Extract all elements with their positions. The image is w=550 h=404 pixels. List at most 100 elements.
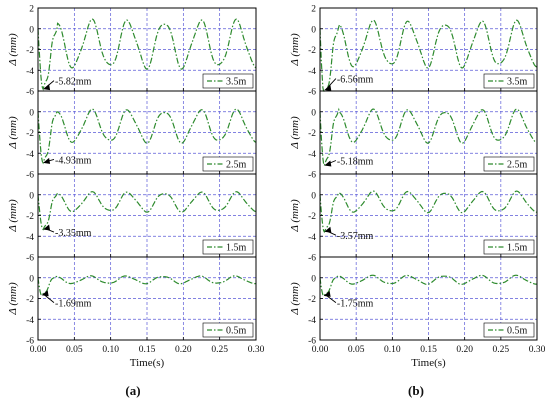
annotation-label: -4.93mm	[55, 155, 92, 166]
subplot-0.5m: 0 -2 -4 -6 Δ (mm) -1.69mm 0.5m	[7, 256, 257, 347]
panels-layer: 2 0 -2 -4 -6 Δ (mm) -5.82mm 3.5m 0 -2 -4 -6 Δ (mm) -4…	[7, 5, 546, 370]
x-tick-label: 0.00	[312, 345, 329, 355]
legend-label: 3.5m	[507, 77, 528, 88]
y-tick-label: 2	[29, 5, 34, 15]
y-axis-label: Δ (mm)	[289, 282, 301, 316]
x-tick-label: 0.10	[102, 345, 119, 355]
x-tick-label: 0.05	[66, 345, 83, 355]
legend: 3.5m	[483, 73, 535, 89]
y-tick-label: -6	[26, 254, 34, 264]
x-tick-label: 0.30	[529, 345, 546, 355]
annotation-arrowhead	[43, 224, 51, 231]
annotation-label: -1.69mm	[55, 299, 92, 310]
x-tick-label: 0.10	[384, 345, 401, 355]
panel-label-a: (a)	[125, 383, 140, 398]
annotation-arrowhead	[324, 160, 332, 167]
x-axis-label: Time(s)	[411, 357, 446, 369]
legend-label: 0.5m	[226, 326, 247, 337]
chart-panel-b: 2 0 -2 -4 -6 Δ (mm) -6.56mm 3.5m 0 -2 -4 -6 Δ (mm) -5…	[289, 5, 546, 370]
y-tick-label: -4	[26, 316, 34, 326]
series-line-0.5m	[37, 275, 257, 297]
subplot-1.5m: 0 -2 -4 -6 Δ (mm) -3.35mm 1.5m	[7, 173, 257, 264]
legend-label: 1.5m	[507, 243, 528, 254]
series-line-3.5m	[37, 18, 257, 91]
y-tick-label: -2	[26, 46, 34, 56]
x-tick-label: 0.25	[211, 345, 228, 355]
subplot-2.5m: 0 -2 -4 -6 Δ (mm) -5.18mm 2.5m	[289, 90, 538, 181]
subplot-0.5m: 0 -2 -4 -6 Δ (mm) -1.75mm 0.5m	[289, 256, 538, 347]
y-tick-label: -2	[308, 212, 316, 222]
annotation-arrowhead	[324, 84, 332, 91]
y-tick-label: 0	[29, 274, 34, 284]
y-tick-label: -4	[308, 150, 316, 160]
y-axis-label: Δ (mm)	[289, 116, 301, 150]
legend-label: 0.5m	[507, 326, 528, 337]
y-tick-label: 0	[311, 108, 316, 118]
legend: 1.5m	[483, 239, 535, 255]
y-axis-label: Δ (mm)	[289, 199, 301, 233]
x-tick-label: 0.20	[456, 345, 473, 355]
legend-box	[202, 73, 254, 89]
annotation-arrowhead	[323, 290, 331, 297]
y-tick-label: -2	[308, 46, 316, 56]
y-tick-label: -6	[308, 337, 316, 347]
legend-box	[202, 322, 254, 338]
y-tick-label: -2	[308, 129, 316, 139]
x-tick-label: 0.20	[175, 345, 192, 355]
subplot-3.5m: 2 0 -2 -4 -6 Δ (mm) -6.56mm 3.5m	[289, 5, 538, 98]
legend-box	[483, 156, 535, 172]
subplot-2.5m: 0 -2 -4 -6 Δ (mm) -4.93mm 2.5m	[7, 90, 257, 181]
x-tick-label: 0.30	[248, 345, 265, 355]
y-tick-label: -4	[308, 316, 316, 326]
y-tick-label: -4	[308, 67, 316, 77]
series-line-0.5m	[319, 274, 537, 297]
y-axis-label: Δ (mm)	[289, 33, 301, 67]
x-tick-label: 0.00	[30, 345, 47, 355]
legend: 2.5m	[483, 156, 535, 172]
annotation-label: -6.56mm	[337, 75, 374, 86]
series-line-1.5m	[319, 190, 537, 234]
annotation-arrowhead	[41, 290, 49, 297]
subplot-1.5m: 0 -2 -4 -6 Δ (mm) -3.57mm 1.5m	[289, 173, 538, 264]
y-axis-label: Δ (mm)	[7, 33, 19, 67]
y-tick-label: 0	[311, 25, 316, 35]
y-tick-label: 0	[29, 108, 34, 118]
y-tick-label: -6	[308, 254, 316, 264]
annotation-arrowhead	[43, 84, 51, 91]
annotation-label: -3.57mm	[337, 231, 374, 242]
x-tick-label: 0.15	[139, 345, 156, 355]
y-tick-label: -6	[26, 88, 34, 98]
annotation-label: -5.82mm	[55, 77, 92, 88]
x-tick-label: 0.05	[348, 345, 365, 355]
y-tick-label: 2	[311, 5, 316, 15]
legend: 2.5m	[202, 156, 254, 172]
y-tick-label: -2	[26, 212, 34, 222]
legend-label: 3.5m	[226, 77, 247, 88]
legend-box	[483, 73, 535, 89]
y-tick-label: -6	[26, 337, 34, 347]
y-tick-label: -6	[308, 171, 316, 181]
x-tick-label: 0.25	[493, 345, 510, 355]
legend-box	[202, 239, 254, 255]
chart-panel-a: 2 0 -2 -4 -6 Δ (mm) -5.82mm 3.5m 0 -2 -4 -6 Δ (mm) -4…	[7, 5, 265, 370]
y-tick-label: 0	[29, 191, 34, 201]
panel-label-b: (b)	[408, 383, 424, 398]
y-tick-label: 0	[29, 25, 34, 35]
legend: 3.5m	[202, 73, 254, 89]
y-axis-label: Δ (mm)	[7, 116, 19, 150]
series-line-2.5m	[319, 107, 538, 168]
annotation-arrowhead	[324, 226, 332, 233]
x-tick-label: 0.15	[420, 345, 437, 355]
legend-box	[202, 156, 254, 172]
y-tick-label: -4	[26, 233, 34, 243]
y-axis-label: Δ (mm)	[7, 282, 19, 316]
y-axis-label: Δ (mm)	[7, 199, 19, 233]
series-line-3.5m	[319, 19, 538, 92]
y-tick-label: -2	[26, 295, 34, 305]
legend: 0.5m	[202, 322, 254, 338]
subplot-3.5m: 2 0 -2 -4 -6 Δ (mm) -5.82mm 3.5m	[7, 5, 257, 98]
legend-box	[483, 322, 535, 338]
x-axis-label: Time(s)	[130, 357, 165, 369]
annotation-label: -3.35mm	[55, 228, 92, 239]
